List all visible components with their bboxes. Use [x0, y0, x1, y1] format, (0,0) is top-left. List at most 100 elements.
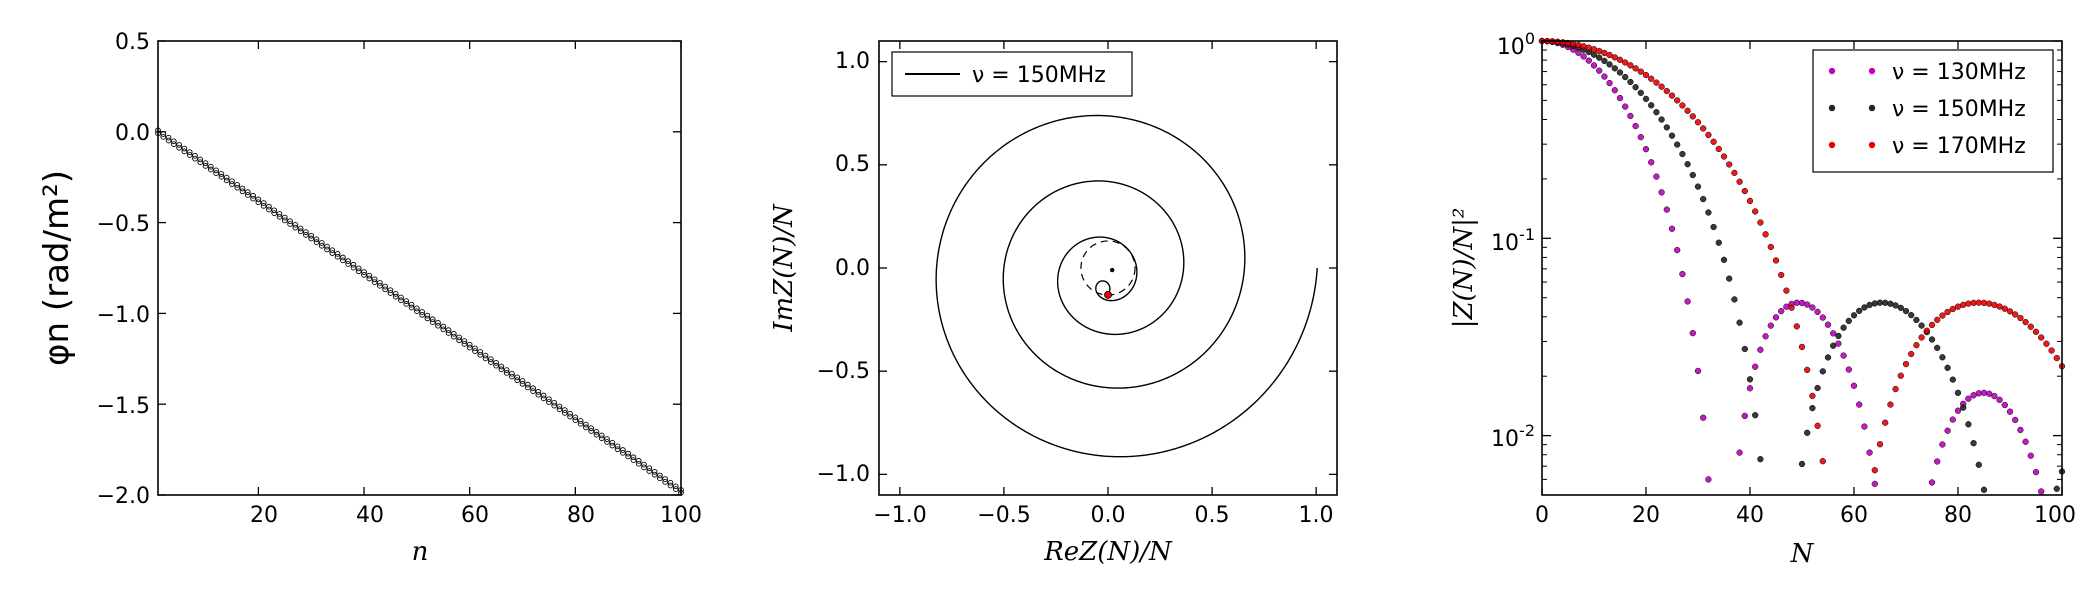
phase-point: [498, 363, 505, 370]
phase-point: [503, 367, 510, 373]
amplitude-point: [1897, 304, 1904, 312]
amplitude-panel: 0 20 40 60 80 100 100 10-1 10-2 ν = 130M…: [1449, 29, 2076, 569]
amplitude-point: [1866, 301, 1873, 309]
phase-point: [239, 188, 246, 195]
amplitude-point: [1705, 131, 1712, 139]
amplitude-point: [1871, 467, 1878, 474]
amplitude-point: [2012, 311, 2019, 318]
phase-point: [503, 370, 510, 376]
amplitude-point: [1762, 333, 1769, 340]
phase-point: [414, 305, 420, 312]
amplitude-point: [1970, 440, 1977, 447]
amplitude-legend-label: ν = 150MHz: [1892, 97, 2026, 122]
phase-point: [303, 232, 309, 238]
phase-point: [281, 214, 288, 221]
amplitude-point: [1684, 298, 1691, 305]
amplitude-point: [1809, 392, 1816, 400]
amplitude-point: [1882, 419, 1889, 426]
phase-point: [440, 326, 447, 333]
amplitude-point: [1913, 316, 1920, 324]
phase-point: [234, 182, 241, 188]
spiral-ytick-label: 0.0: [835, 256, 870, 281]
phase-point: [398, 297, 404, 304]
phase-point: [598, 435, 605, 442]
amplitude-point: [1928, 321, 1936, 329]
amplitude-point: [1840, 352, 1847, 359]
phase-point: [519, 378, 526, 384]
phase-point: [630, 457, 637, 463]
amplitude-point: [1845, 317, 1852, 325]
phase-point: [551, 402, 558, 409]
amplitude-point: [1752, 412, 1759, 419]
amplitude-point: [1767, 322, 1774, 329]
amplitude-point: [1585, 44, 1592, 51]
amplitude-point: [1975, 390, 1982, 397]
phase-point: [165, 137, 172, 144]
phase-point: [524, 384, 531, 391]
phase-point: [546, 396, 552, 403]
amplitude-point: [1965, 421, 1972, 428]
amplitude-point: [1726, 161, 1733, 168]
phase-point: [223, 177, 230, 184]
amplitude-point: [1767, 243, 1774, 251]
amplitude-x-axis-label: N: [1790, 539, 1815, 569]
amplitude-point: [1970, 392, 1977, 399]
phase-point: [530, 385, 536, 392]
phase-point: [382, 286, 389, 293]
amplitude-xticks: 0 20 40 60 80 100: [1535, 503, 2076, 528]
phase-point: [556, 406, 563, 413]
amplitude-point: [1590, 46, 1598, 53]
phase-point: [266, 203, 272, 210]
phase-point: [572, 414, 579, 421]
amplitude-point: [1731, 296, 1738, 303]
amplitude-point: [1674, 246, 1681, 254]
amplitude-point: [1648, 159, 1655, 166]
phase-xtick-label: 60: [461, 503, 489, 528]
amplitude-point: [1908, 350, 1915, 358]
amplitude-plot-frame: [1541, 40, 2063, 496]
amplitude-point: [1809, 304, 1816, 311]
phase-point: [229, 178, 235, 185]
phase-point: [646, 468, 653, 474]
amplitude-point: [1658, 83, 1665, 90]
amplitude-point: [2022, 318, 2029, 326]
amplitude-point: [1954, 389, 1962, 396]
amplitude-point: [1736, 178, 1743, 185]
amplitude-point: [2017, 314, 2024, 322]
amplitude-point: [1830, 330, 1837, 337]
phase-point: [540, 395, 547, 402]
amplitude-point: [1741, 345, 1748, 353]
amplitude-point: [1788, 304, 1795, 311]
amplitude-point: [1700, 414, 1707, 421]
amplitude-point: [1856, 307, 1863, 315]
phase-point: [271, 207, 278, 214]
phase-point: [202, 163, 209, 169]
amplitude-point: [1804, 366, 1811, 374]
amplitude-point: [1580, 43, 1587, 50]
amplitude-point: [1596, 47, 1603, 55]
phase-point: [641, 464, 647, 471]
phase-point: [308, 232, 315, 239]
phase-yticks: 0.5 0.0 −0.5 −1.0 −1.5 −2.0: [97, 30, 150, 509]
amplitude-point: [1590, 62, 1598, 69]
phase-point: [250, 195, 256, 202]
amplitude-point: [1824, 321, 1832, 328]
phase-point: [371, 279, 378, 285]
phase-point: [176, 142, 182, 148]
amplitude-point: [2053, 485, 2060, 492]
phase-point: [202, 160, 209, 166]
amplitude-point: [1720, 256, 1728, 263]
amplitude-point: [1954, 303, 1962, 310]
phase-point: [361, 271, 367, 278]
amplitude-point: [1928, 336, 1936, 343]
phase-point: [540, 392, 547, 399]
phase-point: [292, 221, 299, 228]
phase-point: [614, 443, 621, 450]
phase-point: [646, 465, 653, 472]
phase-point: [609, 439, 616, 446]
phase-point: [614, 446, 621, 453]
phase-point: [324, 243, 330, 250]
phase-point: [445, 330, 452, 336]
phase-point: [387, 287, 394, 294]
amplitude-point: [1845, 366, 1852, 373]
